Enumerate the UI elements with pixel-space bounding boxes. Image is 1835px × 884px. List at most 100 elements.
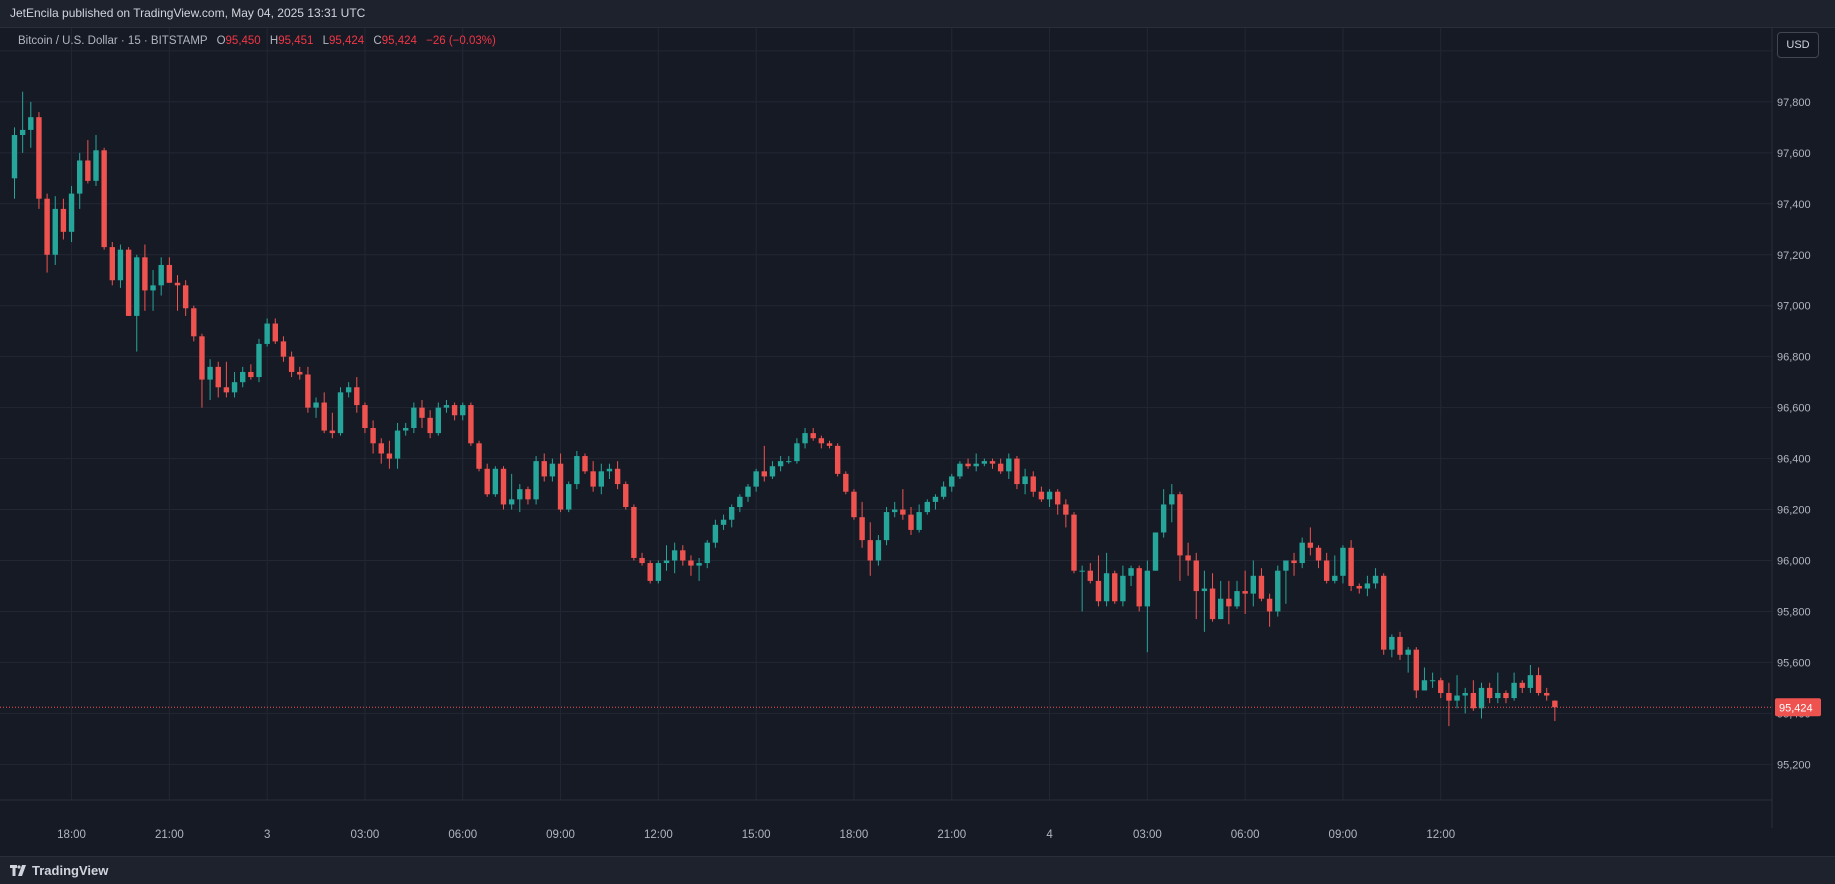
candle[interactable] [411, 402, 417, 434]
candle[interactable] [932, 494, 939, 510]
candle[interactable] [1511, 672, 1517, 701]
candle[interactable] [590, 461, 596, 492]
candle[interactable] [101, 147, 107, 250]
candle[interactable] [231, 371, 238, 398]
candle[interactable] [1063, 499, 1069, 528]
candle[interactable] [1381, 573, 1387, 655]
candle[interactable] [1544, 687, 1550, 701]
candle[interactable] [794, 438, 800, 464]
candle[interactable] [614, 461, 621, 490]
candle[interactable] [892, 501, 898, 518]
candle[interactable] [492, 466, 499, 497]
candle[interactable] [1152, 532, 1159, 571]
candle[interactable] [1266, 593, 1273, 627]
candle[interactable] [598, 463, 604, 495]
candle[interactable] [1364, 575, 1371, 597]
candle[interactable] [174, 275, 181, 311]
candle[interactable] [1356, 583, 1362, 594]
candle[interactable] [1283, 560, 1289, 604]
candle[interactable] [712, 519, 719, 548]
candle[interactable] [85, 140, 91, 184]
candle[interactable] [1209, 573, 1216, 622]
candle[interactable] [1552, 700, 1558, 722]
candle[interactable] [354, 377, 360, 413]
candle[interactable] [166, 257, 173, 283]
candle[interactable] [859, 501, 865, 548]
candle[interactable] [394, 422, 401, 469]
candle[interactable] [1486, 682, 1493, 704]
candle[interactable] [1185, 542, 1191, 576]
candle[interactable] [1389, 634, 1395, 658]
candle[interactable] [272, 318, 278, 344]
candle[interactable] [533, 456, 539, 505]
candle[interactable] [109, 242, 115, 286]
candle[interactable] [769, 461, 776, 479]
candle[interactable] [810, 428, 816, 441]
candle[interactable] [753, 468, 759, 492]
candle[interactable] [1503, 690, 1509, 704]
candle[interactable] [1397, 631, 1403, 660]
candle[interactable] [256, 338, 262, 383]
candle[interactable] [1323, 552, 1330, 584]
candle[interactable] [786, 456, 792, 464]
candle[interactable] [639, 552, 645, 566]
candle[interactable] [443, 399, 450, 413]
candle[interactable] [737, 494, 743, 513]
candle[interactable] [965, 458, 971, 469]
candle[interactable] [1071, 512, 1077, 574]
candle[interactable] [77, 152, 83, 209]
candle[interactable] [1022, 468, 1028, 495]
candle[interactable] [1478, 682, 1485, 719]
candle[interactable] [345, 382, 352, 398]
candle[interactable] [1128, 565, 1134, 586]
candle[interactable] [1446, 682, 1452, 727]
candle[interactable] [403, 422, 409, 436]
candle[interactable] [297, 366, 303, 380]
candle[interactable] [199, 333, 205, 408]
candle[interactable] [305, 366, 311, 413]
candle[interactable] [68, 185, 75, 243]
candle[interactable] [182, 280, 189, 316]
candle[interactable] [680, 545, 686, 566]
candle[interactable] [1169, 484, 1175, 523]
candle[interactable] [508, 473, 515, 510]
candle[interactable] [720, 514, 727, 530]
candle[interactable] [1250, 560, 1256, 607]
candle[interactable] [826, 440, 833, 449]
candle[interactable] [1372, 568, 1379, 589]
candle[interactable] [451, 402, 458, 421]
candle[interactable] [158, 257, 164, 296]
candle[interactable] [623, 481, 629, 510]
candle[interactable] [557, 453, 564, 513]
candle[interactable] [1519, 680, 1525, 693]
candle[interactable] [582, 453, 588, 474]
candle[interactable] [574, 450, 580, 490]
candle[interactable] [1014, 456, 1020, 490]
candle[interactable] [631, 504, 637, 561]
candle[interactable] [761, 445, 767, 482]
candle[interactable] [541, 453, 547, 482]
candle[interactable] [337, 387, 344, 436]
candle[interactable] [329, 412, 336, 439]
candle[interactable] [52, 196, 58, 265]
candle[interactable] [1438, 677, 1444, 699]
candle[interactable] [44, 193, 50, 273]
candle[interactable] [280, 336, 287, 362]
candle[interactable] [313, 397, 319, 418]
candle[interactable] [745, 484, 751, 502]
candle[interactable] [11, 127, 18, 199]
candle[interactable] [378, 438, 384, 464]
candle[interactable] [1144, 560, 1151, 653]
candle[interactable] [1087, 563, 1093, 584]
candle[interactable] [1218, 580, 1224, 620]
tradingview-brand[interactable]: TradingView [10, 857, 108, 884]
candle[interactable] [1307, 527, 1314, 556]
candle[interactable] [696, 557, 702, 581]
candle[interactable] [729, 504, 735, 528]
candle[interactable] [647, 560, 653, 584]
candle[interactable] [655, 560, 662, 584]
candle[interactable] [1120, 565, 1126, 607]
candle[interactable] [1462, 687, 1468, 714]
candle[interactable] [1160, 489, 1167, 538]
candle[interactable] [93, 135, 99, 186]
